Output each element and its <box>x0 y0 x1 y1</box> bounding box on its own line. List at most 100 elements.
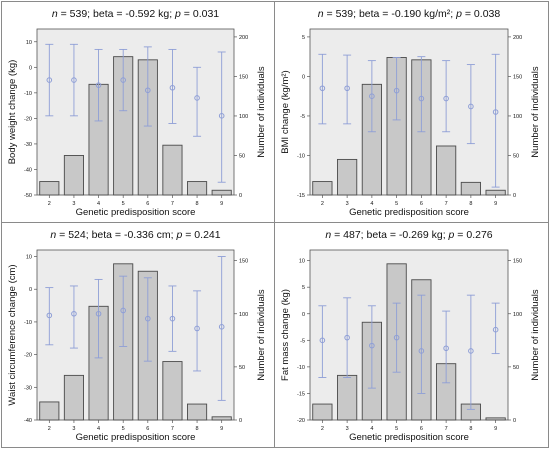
left-tick-label: -15 <box>297 391 305 397</box>
right-tick-label: 0 <box>239 193 242 199</box>
mean-marker <box>120 77 126 83</box>
error-bar-9 <box>491 302 500 355</box>
title-n-value: = 539; <box>58 8 93 20</box>
error-bar-9 <box>217 51 226 183</box>
bar-3 <box>63 374 84 421</box>
bar-8 <box>187 181 208 196</box>
left-tick-label: 10 <box>26 40 32 46</box>
left-tick-label: -30 <box>24 385 32 391</box>
bar-8 <box>460 181 481 196</box>
mean-marker <box>46 77 53 83</box>
y-axis-label-left: Fat mass change (kg) <box>280 289 291 381</box>
mean-marker <box>95 310 102 317</box>
x-tick-label: 3 <box>72 201 75 207</box>
chart-title: n = 487; beta = -0.269 kg; p = 0.276 <box>325 229 492 241</box>
bar-3 <box>63 155 84 196</box>
bar-9 <box>211 189 232 196</box>
error-bar-5 <box>119 48 128 112</box>
x-tick-label: 2 <box>321 426 324 432</box>
x-tick-label: 9 <box>494 426 497 432</box>
mean-marker <box>418 95 425 102</box>
mean-marker <box>393 87 400 94</box>
x-tick-label: 6 <box>420 201 423 207</box>
left-tick-label: -20 <box>297 418 305 424</box>
panel-bmi: n = 539; beta = -0.190 kg/m²; p = 0.038 2… <box>274 1 549 223</box>
right-tick-label: 200 <box>513 35 522 41</box>
title-n-value: = 487; <box>331 229 366 241</box>
x-axis-label: Genetic predisposition score <box>349 432 469 443</box>
mean-marker <box>218 113 225 119</box>
left-tick-label: -30 <box>24 142 32 148</box>
mean-marker <box>319 337 326 344</box>
bar-2 <box>312 181 333 196</box>
x-tick-label: 3 <box>346 201 349 207</box>
mean-marker <box>218 324 225 330</box>
x-tick-label: 4 <box>97 426 100 432</box>
x-tick-label: 5 <box>122 201 125 207</box>
title-n-symbol: n <box>318 8 324 20</box>
error-bar-4 <box>94 278 103 359</box>
error-bar-9 <box>491 53 500 188</box>
x-tick-label: 8 <box>469 426 472 432</box>
right-tick-label: 50 <box>239 153 245 159</box>
error-bar-2 <box>45 43 54 117</box>
right-tick-label: 100 <box>513 114 522 120</box>
panel-body-weight: n = 539; beta = -0.592 kg; p = 0.031 2 3 4 5… <box>1 1 275 223</box>
x-tick-label: 2 <box>48 201 51 207</box>
x-tick-label: 5 <box>395 426 398 432</box>
chart-title: n = 539; beta = -0.190 kg/m²; p = 0.038 <box>318 8 501 20</box>
x-tick-label: 6 <box>420 426 423 432</box>
chart-title: n = 539; beta = -0.592 kg; p = 0.031 <box>52 8 219 20</box>
x-tick-label: 7 <box>171 426 174 432</box>
mean-marker <box>468 348 474 354</box>
right-tick-label: 50 <box>513 153 519 159</box>
y-axis-label-right: Number of individuals <box>256 66 267 158</box>
panel-fat-mass: n = 487; beta = -0.269 kg; p = 0.276 2 3 4 5… <box>274 222 549 448</box>
x-tick-label: 6 <box>146 426 149 432</box>
x-tick-label: 9 <box>220 426 223 432</box>
right-tick-label: 150 <box>513 74 522 80</box>
mean-marker <box>369 342 375 349</box>
error-bar-4 <box>367 305 376 389</box>
title-beta: beta = -0.190 kg/m²; <box>359 8 456 20</box>
mean-marker <box>418 348 425 354</box>
title-beta: beta = -0.336 cm; <box>92 229 177 241</box>
mean-marker <box>443 95 449 102</box>
title-p-value: = 0.031 <box>181 8 219 20</box>
mean-marker <box>468 103 474 110</box>
title-n-symbol: n <box>325 229 331 241</box>
left-tick-label: -5 <box>300 114 305 120</box>
error-bar-3 <box>69 43 78 117</box>
right-tick-label: 50 <box>513 365 519 371</box>
x-axis-label: Genetic predisposition score <box>76 207 196 218</box>
bar-9 <box>485 189 506 196</box>
right-tick-label: 150 <box>239 259 248 265</box>
mean-marker <box>319 85 326 92</box>
left-tick-label: 0 <box>302 74 305 80</box>
mean-marker <box>145 87 151 94</box>
left-tick-label: -40 <box>24 167 32 173</box>
error-bar-5 <box>119 275 128 347</box>
title-n-value: = 539; <box>324 8 359 20</box>
bar-2 <box>312 403 333 421</box>
x-tick-label: 5 <box>122 426 125 432</box>
right-tick-label: 100 <box>239 114 248 120</box>
x-tick-label: 2 <box>321 201 324 207</box>
title-p-symbol: p <box>176 229 183 241</box>
title-p-value: = 0.276 <box>454 229 492 241</box>
chart-body-weight: n = 539; beta = -0.592 kg; p = 0.031 2 3 4 5… <box>7 8 267 218</box>
mean-marker <box>194 325 200 332</box>
title-p-symbol: p <box>448 229 455 241</box>
x-tick-label: 6 <box>146 201 149 207</box>
mean-marker <box>393 334 400 341</box>
x-tick-label: 9 <box>220 201 223 207</box>
error-bar-8 <box>193 290 202 372</box>
x-tick-label: 4 <box>370 426 373 432</box>
x-tick-label: 8 <box>196 201 199 207</box>
error-bar-6 <box>143 277 152 362</box>
error-bar-7 <box>168 285 177 352</box>
x-tick-label: 4 <box>370 201 373 207</box>
error-bar-6 <box>417 56 426 133</box>
right-tick-label: 0 <box>239 418 242 424</box>
